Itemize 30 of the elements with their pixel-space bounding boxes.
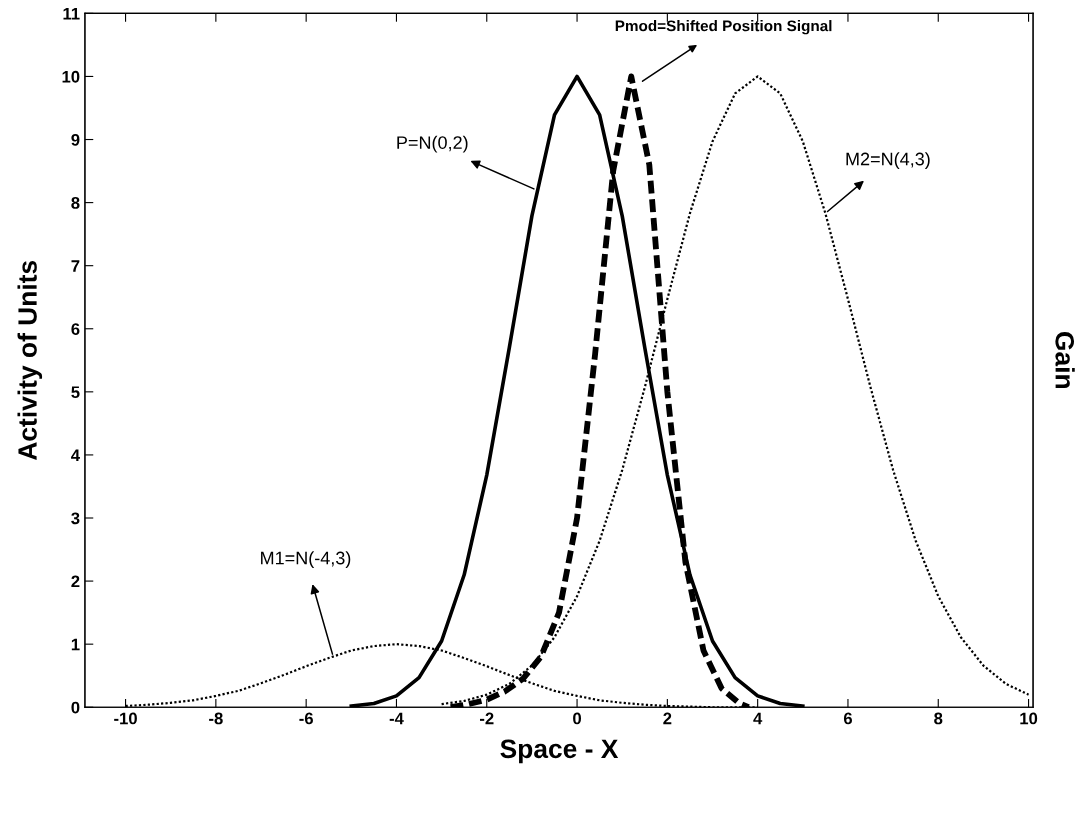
y-tick-label: 3 bbox=[71, 512, 80, 525]
x-tick-label: -2 bbox=[480, 712, 494, 725]
y-axis-title: Activity of Units bbox=[17, 260, 43, 461]
y-tick-label: 4 bbox=[71, 449, 80, 461]
x-tick-label: -6 bbox=[299, 712, 313, 725]
x-tick-label: -4 bbox=[389, 712, 404, 725]
y-tick-label: 11 bbox=[63, 7, 80, 20]
y-tick-label: 1 bbox=[71, 638, 80, 651]
x-tick-label: 6 bbox=[843, 712, 852, 725]
x-tick-label: 8 bbox=[934, 712, 943, 725]
y-tick-label: 6 bbox=[71, 323, 80, 335]
x-tick-label: 0 bbox=[573, 712, 582, 725]
y-tick-label: 2 bbox=[71, 575, 80, 588]
x-tick-label: 2 bbox=[663, 712, 672, 725]
y2-axis-title: Gain bbox=[1055, 332, 1075, 388]
x-tick-label: -8 bbox=[209, 712, 223, 725]
y-tick-label: 9 bbox=[71, 133, 80, 146]
x-tick-label: 4 bbox=[753, 712, 763, 725]
y-tick-label: 10 bbox=[62, 70, 80, 83]
annotation: M1=N(-4,3) bbox=[261, 551, 351, 568]
y-tick-label: 8 bbox=[71, 197, 80, 209]
annotation: Pmod=Shifted Position Signal bbox=[615, 20, 832, 35]
y-tick-label: 5 bbox=[71, 386, 80, 399]
x-tick-label: -10 bbox=[114, 712, 137, 725]
y-tick-label: 0 bbox=[71, 701, 80, 714]
annotation: P=N(0,2) bbox=[397, 135, 468, 153]
x-axis-title: Space - X bbox=[500, 739, 619, 764]
y-tick-label: 7 bbox=[71, 260, 80, 272]
annotation: M2=N(4,3) bbox=[846, 152, 930, 169]
x-tick-label: 10 bbox=[1020, 712, 1038, 725]
